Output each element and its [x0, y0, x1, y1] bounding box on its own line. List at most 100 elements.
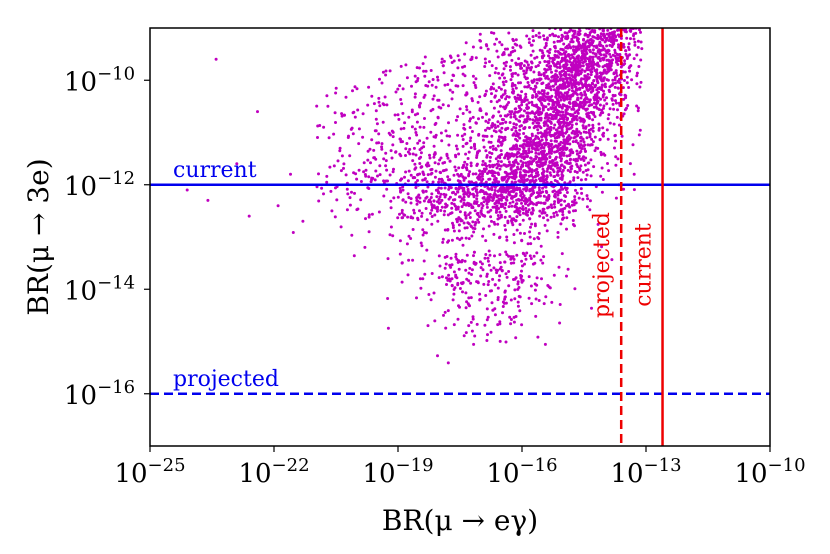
scatter-point	[334, 91, 338, 95]
scatter-point	[519, 64, 522, 68]
scatter-point	[491, 205, 495, 209]
scatter-point	[436, 219, 440, 223]
scatter-point	[384, 73, 388, 77]
scatter-point	[614, 163, 618, 167]
scatter-point	[442, 169, 446, 172]
scatter-point	[589, 110, 593, 114]
scatter-point	[522, 142, 526, 146]
scatter-point	[575, 70, 579, 74]
scatter-point	[381, 120, 385, 124]
scatter-point	[475, 322, 479, 326]
scatter-point	[544, 156, 548, 160]
scatter-point	[625, 81, 629, 85]
scatter-point	[447, 277, 451, 281]
scatter-point	[557, 50, 561, 54]
scatter-point	[391, 234, 395, 238]
scatter-point	[526, 111, 530, 115]
scatter-point	[334, 186, 337, 190]
scatter-point	[329, 189, 333, 193]
scatter-point	[458, 195, 462, 199]
x-axis-ticks: 10−25 10−22 10−19 10−16 10−13 10−10	[114, 446, 806, 489]
scatter-point	[468, 126, 472, 129]
scatter-point	[506, 219, 510, 223]
scatter-point	[497, 86, 501, 89]
scatter-point	[357, 127, 361, 131]
scatter-point	[576, 65, 580, 69]
scatter-point	[596, 50, 600, 54]
scatter-point	[418, 105, 422, 109]
scatter-point	[526, 106, 530, 110]
scatter-point	[377, 141, 381, 145]
scatter-point	[556, 144, 560, 148]
scatter-point	[401, 87, 405, 91]
scatter-point	[633, 43, 637, 47]
scatter-point	[478, 260, 482, 264]
scatter-point	[542, 34, 546, 38]
scatter-point	[289, 172, 292, 176]
scatter-point	[368, 147, 372, 151]
scatter-point	[350, 233, 354, 237]
scatter-point	[475, 162, 479, 166]
scatter-point	[532, 158, 536, 161]
scatter-point	[411, 228, 415, 231]
scatter-point	[551, 168, 555, 172]
scatter-point	[519, 153, 523, 156]
scatter-point	[623, 79, 626, 82]
scatter-point	[546, 127, 550, 131]
scatter-point	[588, 135, 592, 139]
scatter-point	[558, 199, 562, 203]
scatter-point	[407, 169, 411, 173]
scatter-point	[542, 124, 546, 128]
scatter-point	[512, 315, 516, 319]
scatter-point	[558, 177, 562, 180]
scatter-point	[516, 282, 520, 286]
scatter-point	[580, 191, 584, 195]
scatter-point	[463, 52, 467, 56]
scatter-point	[585, 100, 589, 104]
scatter-point	[378, 104, 382, 108]
scatter-point	[384, 164, 388, 168]
scatter-point	[616, 28, 620, 32]
scatter-point	[522, 199, 526, 203]
scatter-point	[553, 123, 557, 127]
scatter-point	[581, 86, 584, 89]
scatter-point	[549, 88, 553, 92]
scatter-point	[538, 61, 542, 64]
scatter-point	[472, 81, 476, 85]
scatter-point	[514, 134, 518, 138]
scatter-point	[334, 86, 338, 90]
scatter-point	[564, 160, 567, 164]
scatter-point	[585, 107, 589, 111]
scatter-point	[437, 197, 441, 201]
scatter-point	[474, 121, 478, 125]
scatter-point	[396, 87, 400, 91]
scatter-point	[639, 30, 642, 34]
scatter-point	[554, 34, 558, 38]
scatter-point	[473, 142, 476, 146]
scatter-point	[536, 160, 540, 164]
scatter-point	[543, 99, 547, 102]
scatter-point	[404, 63, 408, 67]
scatter-point	[442, 71, 446, 75]
y-tick-label: 10−14	[64, 272, 135, 306]
scatter-point	[509, 112, 513, 116]
scatter-point	[504, 272, 508, 276]
scatter-point	[572, 176, 576, 180]
scatter-point	[558, 39, 562, 43]
scatter-point	[458, 287, 462, 290]
scatter-point	[492, 31, 496, 35]
scatter-point	[493, 123, 497, 127]
scatter-point	[577, 63, 581, 67]
scatter-point	[487, 249, 491, 253]
scatter-point	[450, 238, 454, 242]
scatter-point	[514, 143, 518, 147]
scatter-point	[495, 204, 499, 208]
scatter-point	[581, 137, 585, 141]
scatter-point	[507, 53, 511, 57]
scatter-point	[610, 98, 614, 102]
scatter-point	[482, 196, 486, 199]
scatter-point	[503, 260, 507, 264]
scatter-point	[576, 165, 580, 169]
scatter-point	[447, 187, 451, 191]
scatter-point	[500, 198, 503, 202]
